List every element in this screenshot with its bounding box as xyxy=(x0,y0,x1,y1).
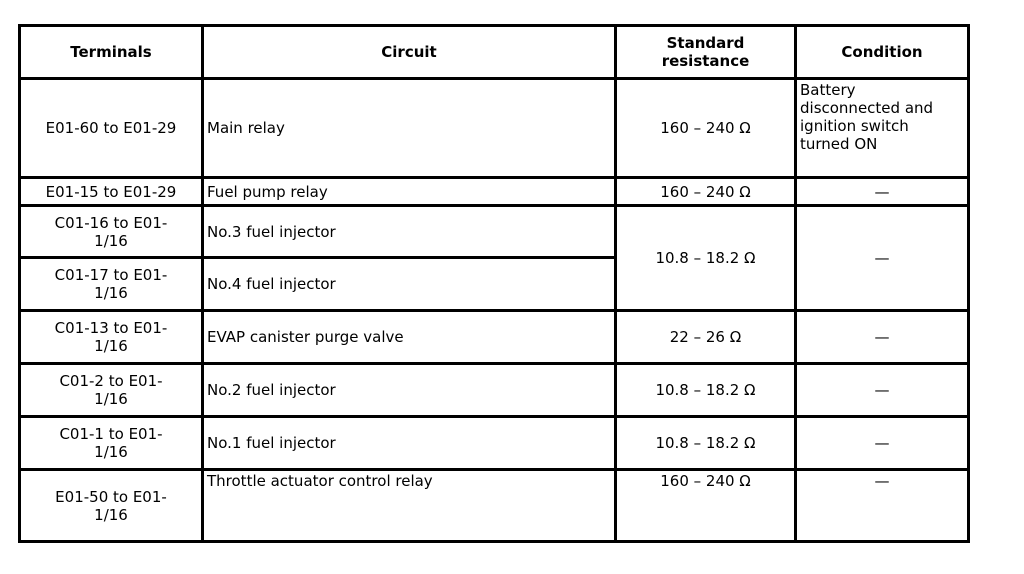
header-row: Terminals Circuit Standard resistance Co… xyxy=(18,24,970,80)
table-row: E01-15 to E01-29 Fuel pump relay 160 – 2… xyxy=(18,176,970,207)
resistance-column-header: Standard resistance xyxy=(614,24,797,80)
table-row: C01-16 to E01- 1/16 No.3 fuel injector 1… xyxy=(18,204,970,312)
resistance-cell: 22 – 26 Ω xyxy=(614,309,797,365)
condition-cell: — xyxy=(794,309,970,365)
circuit-cell: Main relay xyxy=(201,77,617,179)
condition-cell: — xyxy=(794,204,970,312)
terminals-cell: E01-60 to E01-29 xyxy=(18,77,204,179)
condition-cell: Battery disconnected and ignition switch… xyxy=(794,77,970,179)
terminals-cell: C01-1 to E01- 1/16 xyxy=(18,415,204,471)
resistance-cell: 10.8 – 18.2 Ω xyxy=(614,415,797,471)
circuit-cell: Fuel pump relay xyxy=(201,176,617,207)
resistance-cell: 160 – 240 Ω xyxy=(614,176,797,207)
resistance-cell: 160 – 240 Ω xyxy=(614,468,797,543)
terminals-cell: E01-15 to E01-29 xyxy=(18,176,204,207)
table-row: C01-2 to E01- 1/16 No.2 fuel injector 10… xyxy=(18,362,970,418)
table-row: E01-50 to E01- 1/16 Throttle actuator co… xyxy=(18,468,970,543)
circuit-cell: EVAP canister purge valve xyxy=(201,309,617,365)
terminals-cell: C01-17 to E01- 1/16 xyxy=(18,256,204,312)
terminals-cell: C01-16 to E01- 1/16 xyxy=(18,204,204,259)
terminals-cell: C01-13 to E01- 1/16 xyxy=(18,309,204,365)
circuit-cell: No.2 fuel injector xyxy=(201,362,617,418)
table-row: C01-1 to E01- 1/16 No.1 fuel injector 10… xyxy=(18,415,970,471)
resistance-cell: 10.8 – 18.2 Ω xyxy=(614,204,797,312)
condition-cell: — xyxy=(794,468,970,543)
circuit-cell: No.1 fuel injector xyxy=(201,415,617,471)
terminals-column-header: Terminals xyxy=(18,24,204,80)
table-row: C01-17 to E01- 1/16 No.4 fuel injector xyxy=(18,256,969,312)
table-row: E01-60 to E01-29 Main relay 160 – 240 Ω … xyxy=(18,77,970,179)
condition-cell: — xyxy=(794,362,970,418)
circuit-cell: Throttle actuator control relay xyxy=(201,468,617,543)
table-row: C01-13 to E01- 1/16 EVAP canister purge … xyxy=(18,309,970,365)
resistance-cell: 10.8 – 18.2 Ω xyxy=(614,362,797,418)
condition-cell: — xyxy=(794,176,970,207)
circuit-cell: No.4 fuel injector xyxy=(201,256,617,312)
circuit-cell: No.3 fuel injector xyxy=(201,204,617,259)
circuit-column-header: Circuit xyxy=(201,24,617,80)
terminals-cell: C01-2 to E01- 1/16 xyxy=(18,362,204,418)
resistance-cell: 160 – 240 Ω xyxy=(614,77,797,179)
condition-column-header: Condition xyxy=(794,24,970,80)
condition-cell: — xyxy=(794,415,970,471)
terminals-cell: E01-50 to E01- 1/16 xyxy=(18,468,204,543)
resistance-spec-table: Terminals Circuit Standard resistance Co… xyxy=(18,24,970,543)
